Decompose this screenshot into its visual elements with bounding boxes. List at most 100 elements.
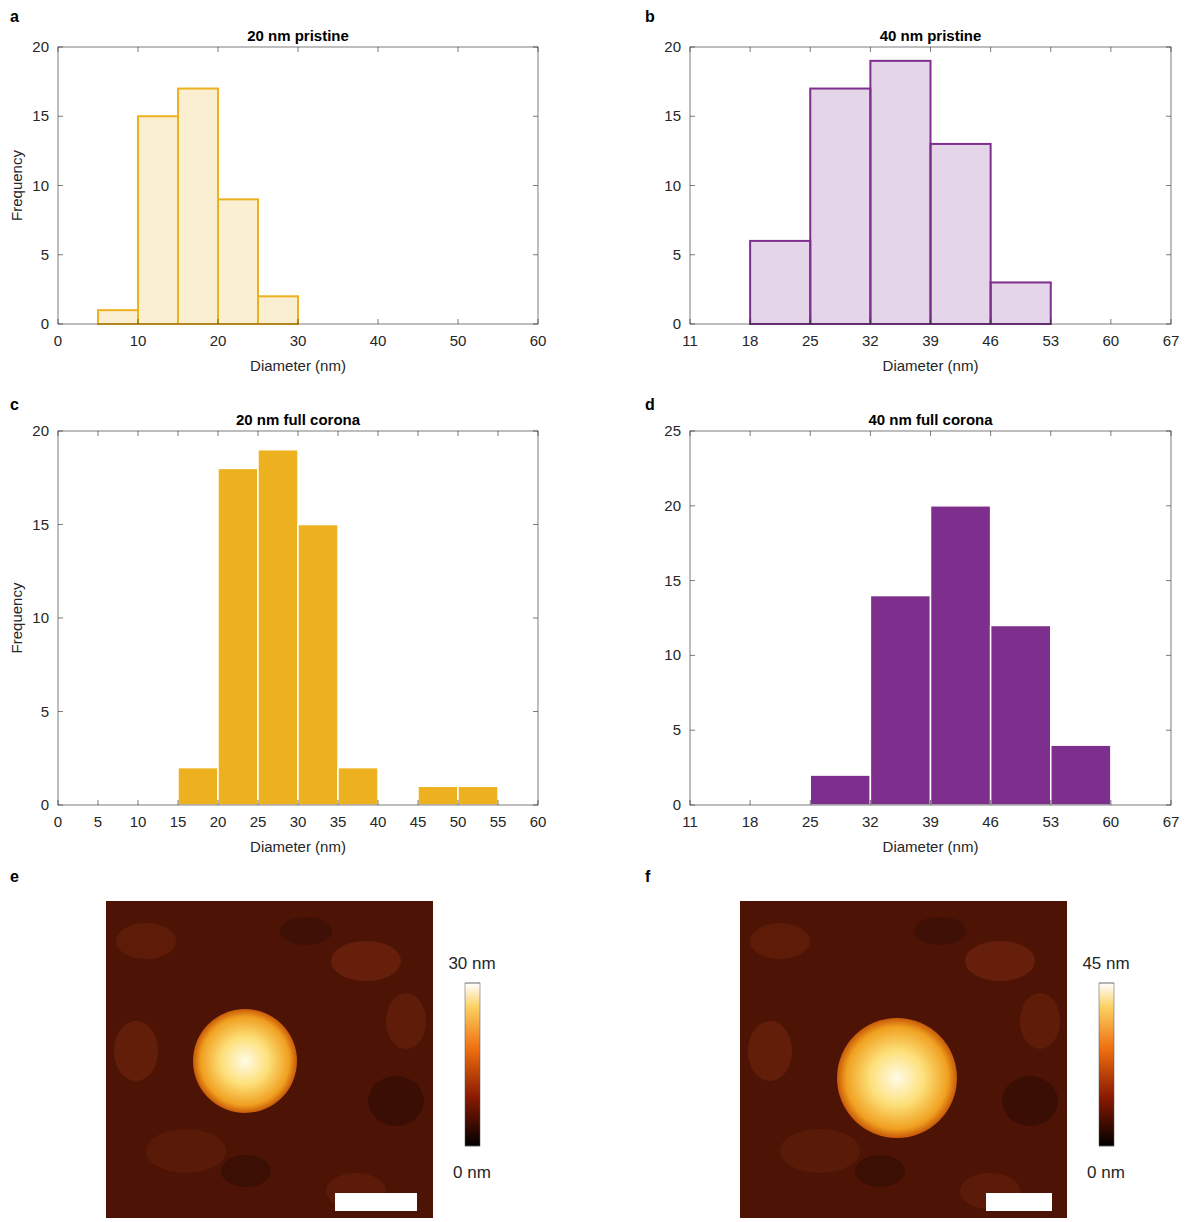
axes-frame bbox=[58, 47, 538, 324]
panel-a: a01020304050600510152020 nm pristineDiam… bbox=[8, 8, 546, 374]
histogram-bar bbox=[1051, 745, 1111, 805]
panel-letter: b bbox=[645, 8, 655, 25]
x-tick-top bbox=[378, 47, 379, 52]
x-tick-label: 25 bbox=[802, 332, 819, 349]
x-tick-top bbox=[930, 47, 931, 52]
panel-letter: e bbox=[10, 868, 19, 885]
histogram-bar bbox=[870, 596, 930, 805]
x-tick bbox=[458, 319, 459, 324]
colorbar-tick bbox=[465, 983, 480, 984]
surface-texture bbox=[1002, 1076, 1058, 1126]
x-tick bbox=[1050, 319, 1051, 324]
x-tick bbox=[418, 800, 419, 805]
y-tick-right bbox=[533, 711, 538, 712]
x-tick-top bbox=[1171, 47, 1172, 52]
surface-texture bbox=[914, 917, 966, 945]
y-tick-label: 5 bbox=[41, 246, 49, 263]
x-tick-top bbox=[990, 47, 991, 52]
bars bbox=[98, 89, 298, 324]
x-tick bbox=[138, 319, 139, 324]
x-tick-top bbox=[298, 47, 299, 52]
y-tick-right bbox=[533, 805, 538, 806]
y-tick-right bbox=[533, 254, 538, 255]
y-tick-label: 5 bbox=[673, 246, 681, 263]
y-tick-right bbox=[1166, 116, 1171, 117]
x-tick-top bbox=[750, 47, 751, 52]
y-tick bbox=[690, 431, 695, 432]
colorbar-label: 30 nm bbox=[448, 954, 495, 973]
y-tick bbox=[58, 254, 63, 255]
y-tick-label: 5 bbox=[41, 703, 49, 720]
x-tick-label: 11 bbox=[682, 332, 698, 349]
panel-letter: c bbox=[10, 396, 19, 413]
x-tick bbox=[378, 800, 379, 805]
y-tick-label: 0 bbox=[41, 315, 49, 332]
x-tick-top bbox=[1110, 47, 1111, 52]
x-tick-top bbox=[418, 431, 419, 436]
histogram-bar bbox=[418, 786, 458, 805]
surface-texture bbox=[748, 1021, 792, 1081]
x-tick-label: 55 bbox=[490, 813, 507, 830]
x-tick-label: 5 bbox=[94, 813, 102, 830]
x-tick-label: 32 bbox=[862, 332, 879, 349]
y-tick-label: 20 bbox=[32, 38, 49, 55]
surface-texture bbox=[368, 1076, 424, 1126]
x-tick-top bbox=[378, 431, 379, 436]
panel-letter: f bbox=[645, 868, 651, 885]
y-tick-right bbox=[533, 431, 538, 432]
colorbar-tick bbox=[1099, 983, 1114, 984]
histogram-bar bbox=[298, 525, 338, 806]
x-tick-top bbox=[810, 47, 811, 52]
x-tick-label: 53 bbox=[1042, 332, 1059, 349]
x-tick-top bbox=[538, 431, 539, 436]
axes-frame bbox=[58, 431, 538, 805]
y-tick bbox=[690, 580, 695, 581]
y-tick bbox=[690, 254, 695, 255]
x-tick bbox=[870, 319, 871, 324]
x-tick bbox=[298, 800, 299, 805]
x-tick-top bbox=[750, 431, 751, 436]
x-tick-label: 20 bbox=[210, 332, 227, 349]
y-tick-label: 0 bbox=[673, 796, 681, 813]
x-tick-label: 60 bbox=[530, 813, 547, 830]
surface-texture bbox=[780, 1129, 860, 1173]
y-tick bbox=[58, 618, 63, 619]
y-tick bbox=[58, 805, 63, 806]
x-tick-label: 0 bbox=[54, 813, 62, 830]
x-tick bbox=[218, 800, 219, 805]
surface-texture bbox=[855, 1155, 905, 1187]
y-tick-right bbox=[533, 116, 538, 117]
chart-title: 20 nm full corona bbox=[236, 411, 361, 428]
x-tick bbox=[538, 800, 539, 805]
y-tick-right bbox=[1166, 580, 1171, 581]
axes-frame bbox=[690, 431, 1171, 805]
y-tick bbox=[690, 47, 695, 48]
afm-image bbox=[740, 901, 1067, 1218]
panel-e: e0 nm30 nm bbox=[10, 868, 496, 1218]
x-tick-top bbox=[690, 431, 691, 436]
colorbar-tick bbox=[1099, 1146, 1114, 1147]
y-tick-right bbox=[1166, 324, 1171, 325]
y-tick-right bbox=[1166, 805, 1171, 806]
histogram-bar bbox=[98, 310, 138, 324]
chart-title: 40 nm full corona bbox=[868, 411, 993, 428]
x-tick-top bbox=[98, 431, 99, 436]
x-tick bbox=[58, 319, 59, 324]
surface-texture bbox=[386, 993, 426, 1049]
particle bbox=[193, 1009, 297, 1113]
x-tick-top bbox=[138, 431, 139, 436]
y-axis-title: Frequency bbox=[8, 582, 25, 653]
x-tick-top bbox=[870, 431, 871, 436]
x-tick bbox=[298, 319, 299, 324]
x-tick-label: 32 bbox=[862, 813, 879, 830]
x-tick-label: 45 bbox=[410, 813, 427, 830]
y-tick-label: 10 bbox=[32, 609, 49, 626]
x-tick-label: 60 bbox=[1103, 332, 1120, 349]
x-tick bbox=[258, 800, 259, 805]
x-tick-label: 46 bbox=[982, 813, 999, 830]
x-tick-label: 10 bbox=[130, 813, 147, 830]
x-tick-label: 50 bbox=[450, 813, 467, 830]
x-tick-label: 67 bbox=[1163, 332, 1180, 349]
y-tick-right bbox=[1166, 730, 1171, 731]
surface-texture bbox=[965, 941, 1035, 981]
